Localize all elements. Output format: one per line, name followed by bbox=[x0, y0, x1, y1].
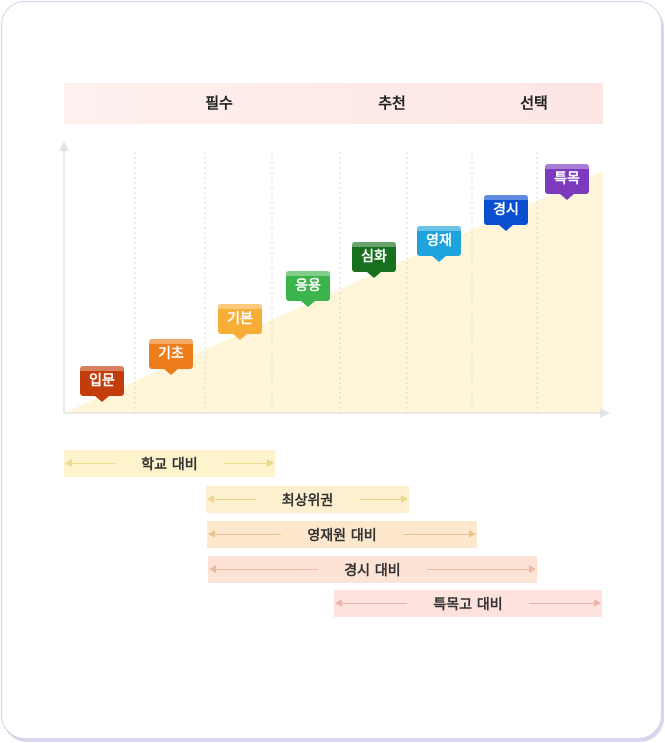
tier-header: 필수 추천 선택 bbox=[64, 83, 603, 124]
right-arrow-icon bbox=[359, 495, 408, 503]
right-arrow-icon bbox=[528, 599, 602, 607]
right-arrow-icon bbox=[426, 565, 537, 573]
tier-label-optional: 선택 bbox=[520, 94, 548, 112]
right-arrow-icon bbox=[402, 530, 477, 538]
range-competition-prep: 경시 대비 bbox=[208, 556, 537, 583]
level-badge-applied[interactable]: 응용 bbox=[286, 271, 330, 307]
left-arrow-icon bbox=[207, 495, 256, 503]
left-arrow-icon bbox=[334, 599, 408, 607]
range-special-school-prep: 특목고 대비 bbox=[334, 590, 602, 617]
y-axis-arrow-icon bbox=[59, 141, 69, 151]
right-arrow-icon bbox=[223, 459, 275, 467]
level-badge-basic[interactable]: 기초 bbox=[149, 339, 193, 375]
x-axis-arrow-icon bbox=[600, 408, 610, 418]
column-dividers bbox=[134, 152, 538, 413]
difficulty-area bbox=[64, 171, 603, 413]
left-arrow-icon bbox=[208, 565, 319, 573]
tier-label-recommended: 추천 bbox=[378, 94, 406, 112]
range-gifted-academy-prep: 영재원 대비 bbox=[207, 521, 477, 548]
left-arrow-icon bbox=[207, 530, 282, 538]
level-badge-gifted[interactable]: 영재 bbox=[417, 226, 461, 262]
range-school-prep: 학교 대비 bbox=[64, 450, 275, 477]
left-arrow-icon bbox=[64, 459, 116, 467]
level-badge-competition[interactable]: 경시 bbox=[484, 195, 528, 231]
tier-label-required: 필수 bbox=[205, 94, 233, 112]
level-badge-advanced[interactable]: 심화 bbox=[352, 242, 396, 278]
level-badge-special-purpose[interactable]: 특목 bbox=[545, 164, 589, 200]
range-top-tier: 최상위권 bbox=[206, 486, 409, 513]
level-badge-fundamental[interactable]: 기본 bbox=[218, 304, 262, 340]
level-badge-intro[interactable]: 입문 bbox=[80, 366, 124, 402]
